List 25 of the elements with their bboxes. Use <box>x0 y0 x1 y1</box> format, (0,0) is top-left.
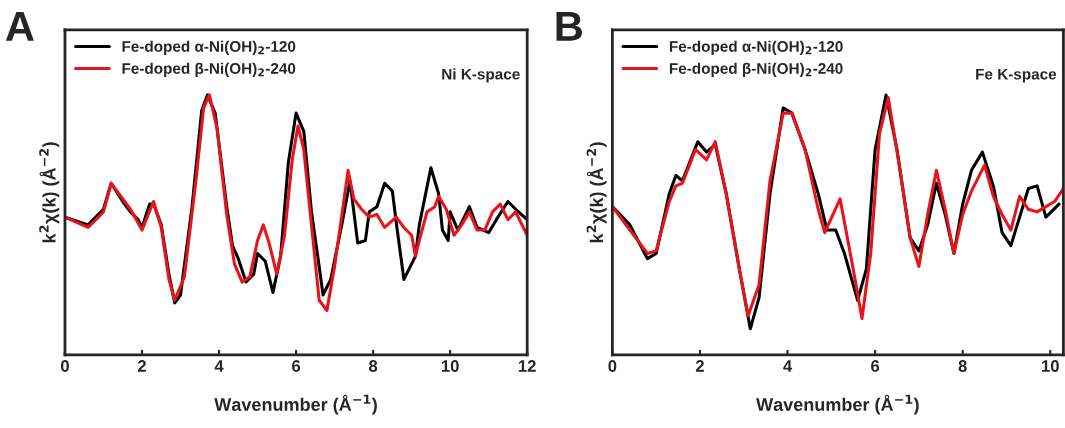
x-tick-label: 6 <box>871 360 880 372</box>
y-axis-title: k$^{2}$χ(k) (Å$^{−2}$) <box>586 142 607 243</box>
x-tick-label: 0 <box>608 360 617 372</box>
legend-label: Fe-doped α-Ni(OH)$_{2}$-120 <box>669 40 843 55</box>
x-axis-title: Wavenumber (Å$^{−1}$) <box>756 394 919 415</box>
x-tick-label: 6 <box>292 360 301 372</box>
x-tick-label: 8 <box>958 360 967 372</box>
x-tick-label: 2 <box>137 360 146 372</box>
y-axis-title: k$^{2}$χ(k) (Å$^{−2}$) <box>39 142 60 243</box>
x-tick-label: 10 <box>441 360 459 372</box>
x-tick-label: 4 <box>783 360 793 372</box>
chart-title: B <box>556 12 582 41</box>
x-tick-label: 8 <box>369 360 378 372</box>
text: Ni K-space <box>442 68 520 83</box>
text: Fe K-space <box>976 68 1057 83</box>
x-tick-label: 2 <box>695 360 704 372</box>
legend-label: Fe-doped α-Ni(OH)$_{2}$-120 <box>122 40 296 55</box>
x-tick-label: 0 <box>60 360 69 372</box>
legend-label: Fe-doped β-Ni(OH)$_{2}$-240 <box>669 62 843 77</box>
x-tick-label: 12 <box>518 360 536 372</box>
chart-title: A <box>5 12 34 41</box>
x-tick-label: 10 <box>1042 360 1059 372</box>
x-tick-label: 4 <box>214 360 224 372</box>
legend-label: Fe-doped β-Ni(OH)$_{2}$-240 <box>122 62 296 77</box>
x-axis-title: Wavenumber (Å$^{−1}$) <box>214 394 377 415</box>
